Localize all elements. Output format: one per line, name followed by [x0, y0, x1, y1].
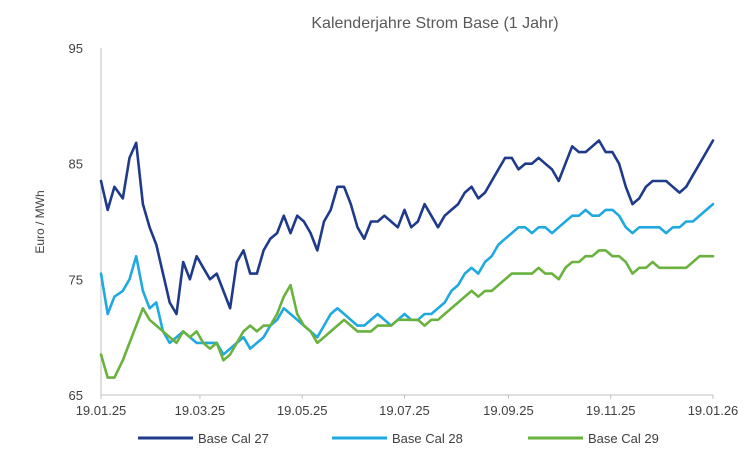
x-tick-label: 19.01.26	[688, 403, 739, 418]
series-lines	[99, 139, 715, 379]
legend-label: Base Cal 28	[392, 431, 463, 446]
series-line-base-cal-29	[99, 249, 715, 379]
series-line-base-cal-27	[99, 139, 715, 316]
x-tick-label: 19.05.25	[277, 403, 328, 418]
x-tick-label: 19.11.25	[586, 403, 636, 418]
legend-label: Base Cal 29	[588, 431, 659, 446]
chart-title: Kalenderjahre Strom Base (1 Jahr)	[311, 15, 558, 32]
y-tick-label: 85	[69, 157, 83, 172]
legend-label: Base Cal 27	[198, 431, 269, 446]
x-tick-label: 19.01.25	[76, 403, 127, 418]
legend: Base Cal 27 Base Cal 28 Base Cal 29	[138, 431, 659, 446]
x-tick-label: 19.09.25	[483, 403, 534, 418]
x-tick-label: 19.07.25	[379, 403, 430, 418]
series-line-base-cal-28	[99, 202, 715, 356]
y-tick-labels: 65 75 85 95	[69, 41, 83, 403]
y-tick-label: 95	[69, 41, 83, 56]
y-tick-label: 65	[69, 388, 83, 403]
y-axis-title: Euro / MWh	[33, 190, 47, 253]
x-tick-labels: 19.01.25 19.03.25 19.05.25 19.07.25 19.09.25…	[76, 395, 739, 418]
x-tick-label: 19.03.25	[175, 403, 226, 418]
y-tick-label: 75	[69, 272, 83, 287]
